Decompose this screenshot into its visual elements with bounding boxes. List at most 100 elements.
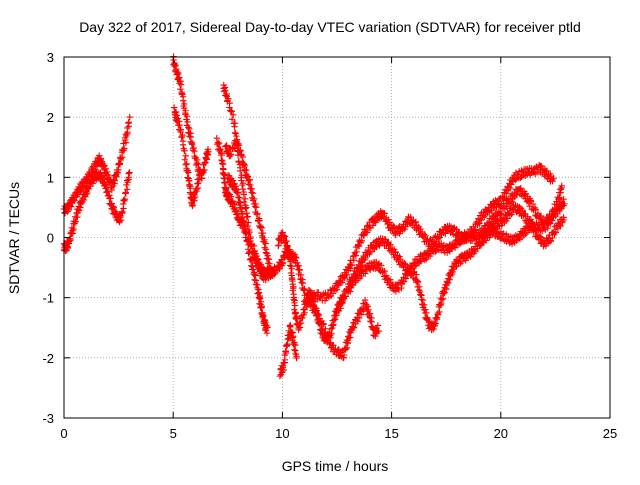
- data-point-marker: [479, 237, 487, 245]
- data-point-marker: [245, 250, 252, 257]
- data-point-marker: [240, 218, 248, 225]
- data-point-marker: [330, 342, 337, 349]
- data-point-marker: [248, 242, 255, 250]
- data-point-marker: [350, 324, 358, 331]
- data-point-marker: [422, 306, 429, 313]
- data-point-marker: [115, 166, 122, 174]
- data-point-marker: [124, 128, 131, 136]
- data-point-marker: [228, 116, 236, 123]
- data-point-marker: [238, 205, 246, 213]
- data-point-marker: [558, 184, 565, 192]
- x-axis-label: GPS time / hours: [282, 458, 389, 474]
- data-point-marker: [252, 200, 259, 208]
- data-point-marker: [289, 284, 297, 292]
- data-point-marker: [369, 222, 377, 229]
- data-point-marker: [282, 347, 289, 355]
- data-point-marker: [172, 108, 180, 116]
- data-point-marker: [177, 78, 184, 85]
- data-point-marker: [362, 254, 369, 262]
- data-point-marker: [414, 278, 422, 286]
- data-point-marker: [125, 119, 132, 126]
- data-point-marker: [75, 207, 83, 214]
- data-point-marker: [440, 290, 447, 297]
- data-point-marker: [401, 260, 408, 267]
- data-point-marker: [543, 167, 550, 174]
- data-point-marker: [185, 169, 192, 176]
- data-point-marker: [326, 340, 333, 348]
- data-point-marker: [243, 238, 251, 245]
- data-point-marker: [187, 133, 194, 141]
- data-point-marker: [114, 169, 121, 176]
- data-point-marker: [478, 216, 485, 224]
- data-point-marker: [243, 204, 250, 211]
- data-point-marker: [191, 193, 199, 201]
- data-point-marker: [226, 99, 233, 107]
- data-point-marker: [194, 180, 201, 187]
- data-point-marker: [452, 263, 460, 270]
- data-point-marker: [239, 179, 247, 187]
- data-point-marker: [318, 317, 326, 325]
- data-point-marker: [374, 322, 382, 329]
- data-point-marker: [299, 314, 306, 322]
- data-point-marker: [289, 333, 297, 340]
- data-point-marker: [560, 216, 568, 224]
- data-point-marker: [554, 201, 562, 209]
- chart-title: Day 322 of 2017, Sidereal Day-to-day VTE…: [79, 19, 581, 35]
- data-point-marker: [222, 87, 229, 94]
- data-point-marker: [423, 309, 430, 317]
- data-point-marker: [279, 229, 286, 236]
- data-point-marker: [551, 207, 558, 214]
- data-point-marker: [183, 112, 191, 120]
- data-point-marker: [349, 278, 356, 285]
- data-point-marker: [284, 340, 291, 348]
- data-point-marker: [301, 285, 308, 293]
- data-point-marker: [258, 304, 265, 311]
- data-point-marker: [264, 324, 271, 331]
- data-point-marker: [503, 187, 510, 194]
- data-point-marker: [64, 243, 72, 251]
- data-point-marker: [205, 148, 212, 155]
- data-point-marker: [280, 366, 288, 374]
- data-point-marker: [227, 152, 234, 159]
- data-point-marker: [368, 318, 375, 326]
- data-point-marker: [346, 288, 354, 295]
- data-point-marker: [338, 298, 345, 306]
- data-point-marker: [482, 237, 490, 244]
- data-point-marker: [490, 204, 497, 212]
- data-point-marker: [352, 252, 360, 259]
- data-point-marker: [248, 257, 256, 265]
- x-tick-label: 20: [494, 426, 508, 441]
- data-point-marker: [434, 311, 442, 318]
- data-point-marker: [362, 270, 369, 277]
- data-point-marker: [517, 184, 524, 192]
- data-point-marker: [239, 185, 247, 193]
- data-point-marker: [182, 152, 189, 160]
- data-point-marker: [411, 262, 419, 270]
- data-point-marker: [170, 104, 178, 111]
- data-point-marker: [385, 216, 392, 223]
- data-point-marker: [472, 236, 480, 243]
- data-point-marker: [181, 156, 189, 163]
- data-point-marker: [234, 189, 241, 196]
- data-point-marker: [401, 225, 408, 233]
- data-point-marker: [257, 298, 265, 306]
- data-point-marker: [276, 372, 284, 380]
- data-point-marker: [287, 323, 294, 330]
- data-point-marker: [241, 222, 248, 229]
- x-tick-label: 10: [275, 426, 289, 441]
- data-point-marker: [240, 219, 247, 226]
- data-point-marker: [293, 254, 300, 262]
- data-point-marker: [430, 319, 438, 326]
- data-point-marker: [354, 318, 361, 325]
- data-point-marker: [359, 231, 367, 238]
- data-point-marker: [258, 224, 266, 232]
- data-point-marker: [333, 286, 341, 293]
- data-point-marker: [276, 265, 283, 272]
- data-point-marker: [125, 174, 132, 181]
- data-point-marker: [244, 213, 251, 220]
- data-point-marker: [473, 218, 480, 226]
- data-point-marker: [450, 243, 458, 250]
- y-tick-label: 1: [47, 170, 54, 185]
- data-point-marker: [281, 233, 289, 240]
